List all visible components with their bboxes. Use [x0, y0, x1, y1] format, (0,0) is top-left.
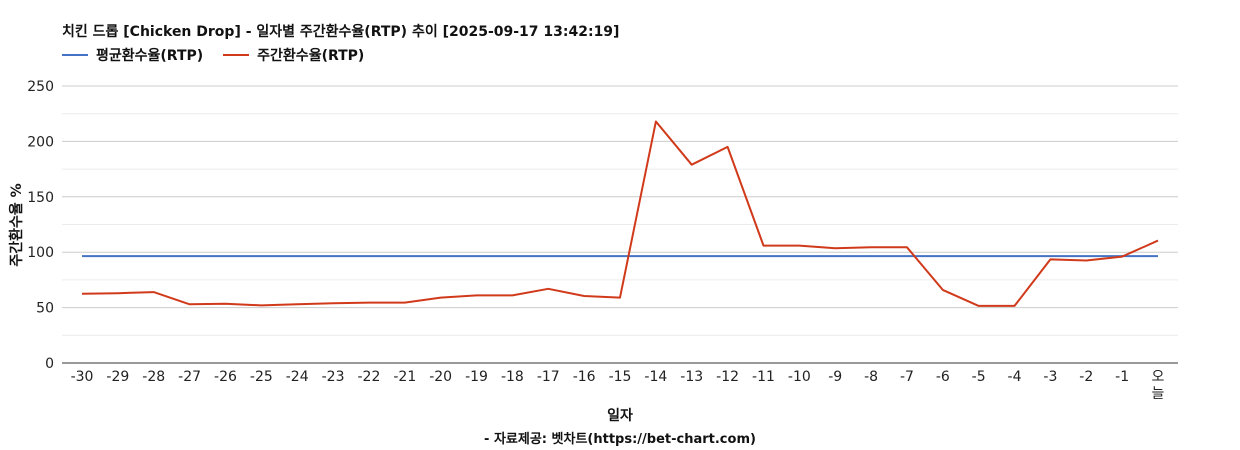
- x-tick-label: -28: [142, 369, 165, 385]
- x-tick-label: -15: [609, 369, 632, 385]
- legend-item-average[interactable]: 평균환수율(RTP): [62, 45, 203, 65]
- legend-label-weekly: 주간환수율(RTP): [257, 48, 365, 64]
- x-tick-label: -24: [286, 369, 309, 385]
- x-tick-label: -21: [393, 369, 416, 385]
- chart-title: 치킨 드롭 [Chicken Drop] - 일자별 주간환수율(RTP) 추이…: [62, 24, 620, 40]
- x-tick-label: -19: [465, 369, 488, 385]
- x-tick-label: -29: [106, 369, 129, 385]
- x-axis-title: 일자: [607, 408, 633, 424]
- x-tick-label: -3: [1043, 369, 1057, 385]
- x-tick-label: -16: [573, 369, 596, 385]
- y-tick-label: 250: [27, 79, 54, 95]
- x-tick-label: -11: [752, 369, 775, 385]
- x-tick-label: -20: [429, 369, 452, 385]
- x-tick-label: -1: [1115, 369, 1129, 385]
- x-tick-label: -6: [936, 369, 950, 385]
- x-tick-label: 늘: [1152, 386, 1165, 402]
- x-tick-label: -10: [788, 369, 811, 385]
- x-tick-label: -27: [178, 369, 201, 385]
- x-tick-label: -30: [71, 369, 94, 385]
- legend-swatch-weekly: [223, 54, 250, 56]
- x-tick-label: -9: [828, 369, 842, 385]
- x-tick-label: 오: [1152, 369, 1165, 385]
- x-tick-label: -12: [716, 369, 739, 385]
- x-tick-label: -13: [680, 369, 703, 385]
- x-tick-label: -5: [972, 369, 986, 385]
- x-tick-label: -18: [501, 369, 524, 385]
- x-tick-label: -2: [1079, 369, 1093, 385]
- x-tick-label: -4: [1008, 369, 1022, 385]
- x-tick-label: -22: [357, 369, 380, 385]
- source-credit: - 자료제공: 벳차트(https://bet-chart.com): [484, 432, 756, 447]
- y-axis-title: 주간환수율 %: [9, 183, 25, 267]
- legend-item-weekly[interactable]: 주간환수율(RTP): [223, 45, 364, 65]
- y-tick-label: 150: [27, 190, 54, 206]
- x-tick-label: -23: [322, 369, 345, 385]
- legend-label-average: 평균환수율(RTP): [96, 48, 204, 64]
- series-line-weekly: [81, 120, 1159, 307]
- legend-swatch-average: [62, 54, 88, 56]
- chart-legend: 평균환수율(RTP) 주간환수율(RTP): [62, 46, 384, 64]
- x-tick-label: -8: [864, 369, 878, 385]
- x-tick-label: -14: [644, 369, 667, 385]
- y-tick-label: 200: [27, 134, 54, 150]
- x-tick-label: -26: [214, 369, 237, 385]
- x-tick-label: -25: [250, 369, 273, 385]
- y-tick-label: 0: [45, 356, 54, 372]
- y-tick-label: 50: [36, 301, 54, 317]
- y-tick-label: 100: [27, 245, 54, 261]
- x-tick-label: -7: [900, 369, 914, 385]
- x-tick-label: -17: [537, 369, 560, 385]
